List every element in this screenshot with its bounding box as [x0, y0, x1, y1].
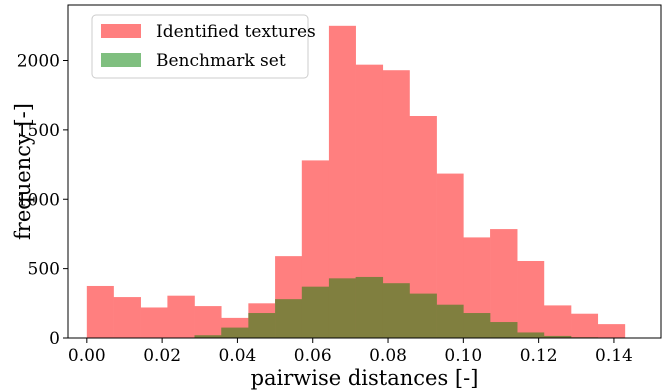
x-tick-label: 0.02 [143, 346, 181, 366]
bars-layer [86, 25, 626, 339]
bar-identified-17 [543, 305, 572, 338]
bar-benchmark-11 [490, 322, 518, 338]
bar-benchmark-1 [221, 327, 249, 338]
y-axis: 0 500 1000 1500 2000 [17, 52, 68, 349]
bar-identified-15 [490, 229, 518, 338]
x-tick-label: 0.14 [595, 346, 633, 366]
bar-benchmark-9 [436, 304, 464, 338]
x-axis: 0.00 0.02 0.04 0.06 0.08 0.10 0.12 0.14 [68, 338, 633, 366]
y-axis-label: frequency [-] [11, 103, 35, 240]
bar-benchmark-8 [409, 293, 437, 338]
bar-benchmark-2 [248, 313, 276, 338]
y-tick-label: 1000 [17, 190, 60, 210]
legend-swatch-benchmark [101, 53, 141, 67]
bar-benchmark-7 [382, 283, 410, 338]
x-tick-label: 0.10 [444, 346, 482, 366]
bar-identified-16 [517, 260, 545, 338]
x-axis-label: pairwise distances [-] [251, 366, 479, 390]
bar-benchmark-4 [301, 286, 330, 338]
x-tick-label: 0.08 [369, 346, 407, 366]
bar-identified-19 [597, 324, 626, 338]
x-tick-label: 0.12 [520, 346, 558, 366]
y-tick-label: 1500 [17, 121, 60, 141]
bar-benchmark-5 [328, 278, 356, 338]
bar-identified-4 [194, 306, 222, 338]
y-tick-label: 500 [28, 260, 60, 280]
bar-benchmark-13 [543, 335, 572, 338]
bar-benchmark-3 [275, 299, 303, 338]
x-tick-label: 0.00 [68, 346, 106, 366]
bar-identified-0 [86, 285, 114, 338]
x-tick-label: 0.04 [218, 346, 256, 366]
legend-label-identified: Identified textures [156, 22, 316, 42]
bar-identified-3 [167, 295, 195, 338]
legend-box [91, 14, 309, 79]
bar-identified-2 [140, 307, 168, 338]
axes-frame [67, 4, 662, 339]
bar-identified-1 [113, 297, 141, 338]
legend: Identified textures Benchmark set [91, 14, 316, 79]
bar-benchmark-6 [355, 276, 384, 338]
y-tick-label: 2000 [17, 52, 60, 72]
y-tick-label: 0 [49, 329, 60, 349]
bar-identified-18 [571, 313, 599, 338]
bar-benchmark-0 [194, 335, 222, 338]
legend-swatch-identified [101, 24, 141, 38]
bar-benchmark-12 [517, 332, 545, 338]
x-tick-label: 0.06 [294, 346, 332, 366]
legend-label-benchmark: Benchmark set [156, 51, 286, 71]
bar-benchmark-10 [463, 313, 491, 338]
